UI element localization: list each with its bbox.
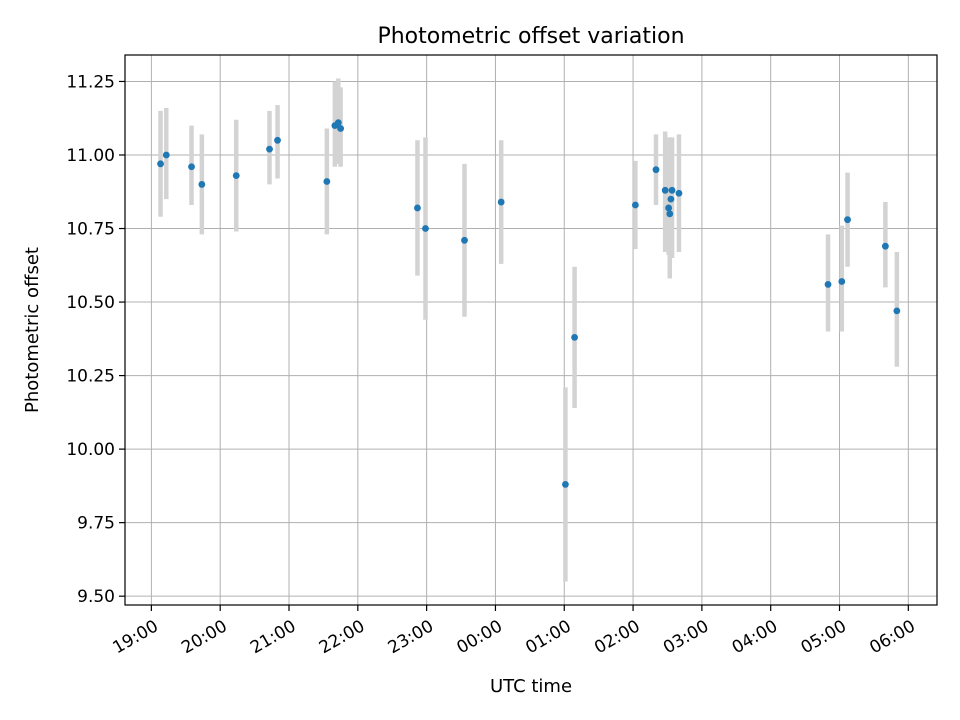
y-tick-label: 9.50 — [77, 587, 115, 607]
y-axis-label: Photometric offset — [22, 247, 43, 413]
data-point — [667, 195, 675, 203]
data-point — [881, 242, 889, 250]
data-point — [668, 186, 676, 194]
data-point — [198, 181, 206, 188]
data-point — [422, 225, 429, 232]
y-tick-label: 11.00 — [66, 146, 115, 166]
data-point — [232, 172, 240, 179]
data-point — [461, 236, 468, 244]
data-point — [274, 136, 281, 144]
data-point — [266, 145, 273, 153]
y-tick-label: 11.25 — [66, 72, 115, 92]
data-point — [666, 210, 674, 218]
y-tick-label: 10.00 — [66, 440, 115, 460]
data-point — [844, 216, 851, 224]
data-point — [157, 160, 164, 168]
plot-frame — [124, 54, 938, 606]
data-point — [562, 481, 569, 488]
data-point — [665, 204, 673, 212]
data-point — [661, 186, 669, 194]
data-points — [157, 119, 901, 488]
grid — [125, 55, 937, 605]
y-tick-label: 10.25 — [66, 367, 115, 387]
y-axis: 9.50 9.75 10.00 10.25 10.50 10.75 11.00 11.25 — [66, 72, 125, 607]
data-point — [497, 198, 505, 206]
data-point — [824, 281, 832, 288]
data-point — [334, 119, 342, 127]
chart-title: Photometric offset variation — [377, 24, 684, 49]
data-point — [571, 333, 578, 341]
data-point — [838, 278, 846, 285]
data-point — [675, 189, 683, 197]
y-tick-label: 10.75 — [66, 220, 115, 240]
data-point — [323, 178, 331, 185]
data-point — [652, 166, 660, 174]
data-point — [414, 204, 421, 212]
data-point — [162, 151, 170, 159]
data-point — [631, 201, 639, 209]
y-tick-label: 9.75 — [77, 514, 115, 534]
data-point — [337, 125, 345, 132]
x-axis-label: UTC time — [490, 676, 572, 697]
data-point — [188, 163, 195, 171]
data-point — [893, 307, 901, 315]
y-tick-label: 10.50 — [66, 293, 115, 313]
